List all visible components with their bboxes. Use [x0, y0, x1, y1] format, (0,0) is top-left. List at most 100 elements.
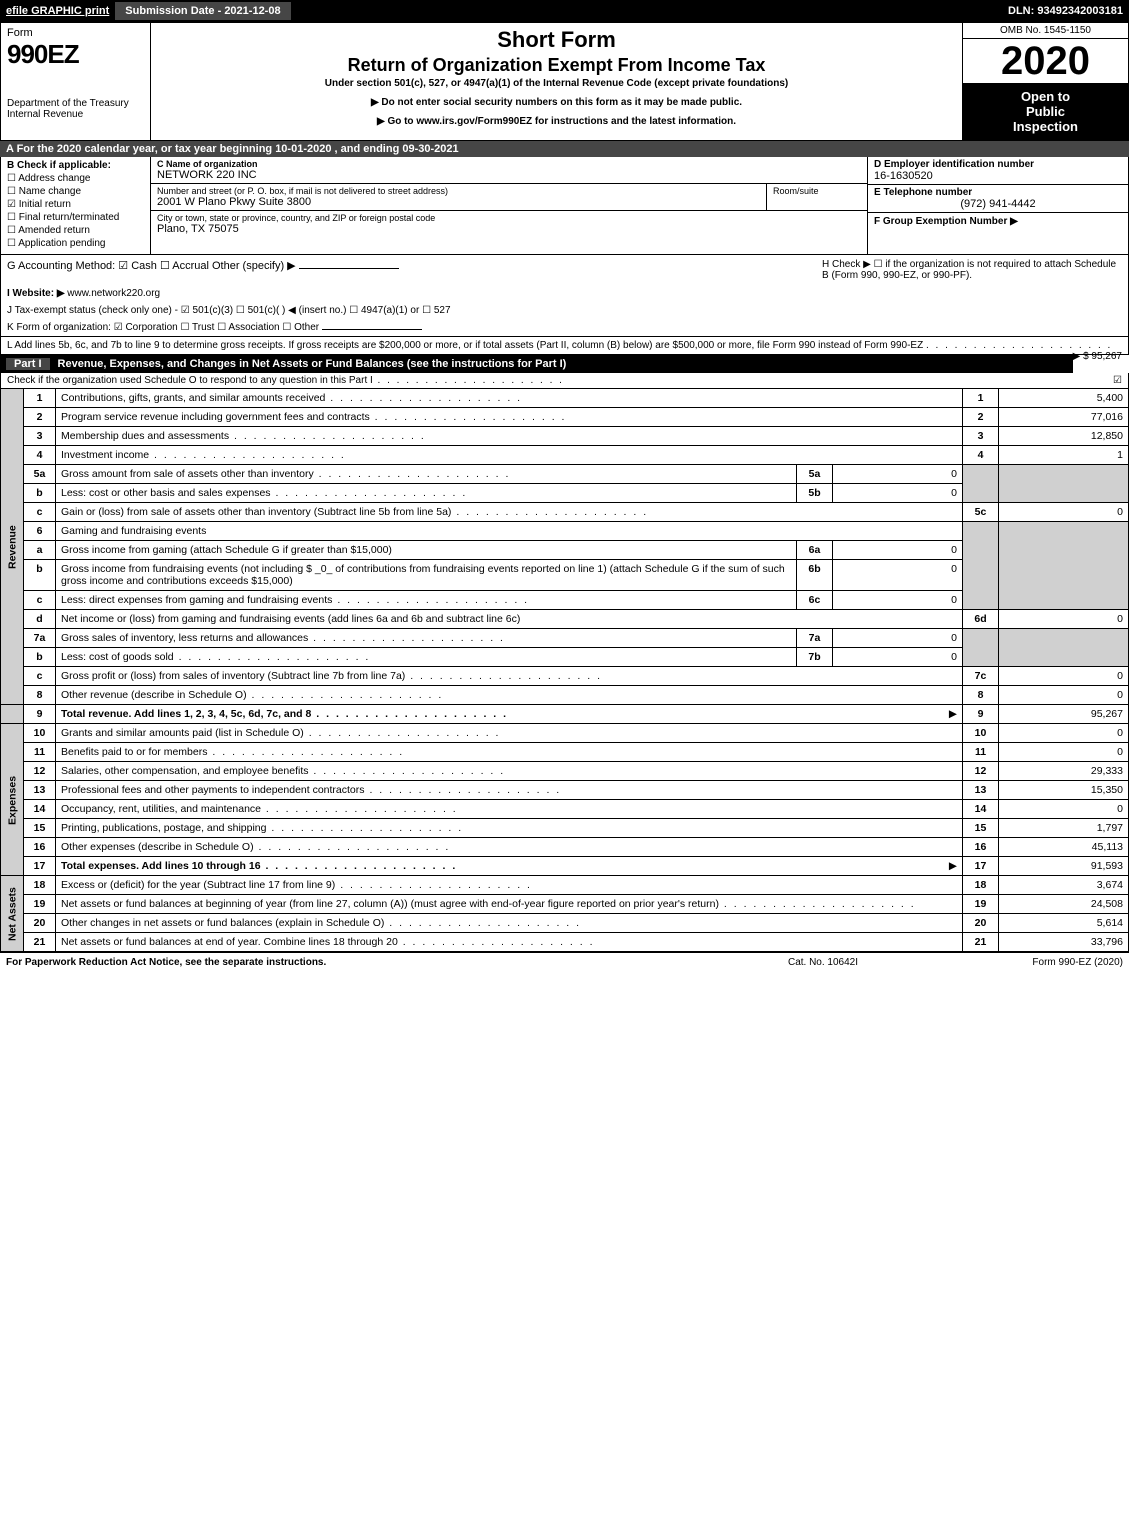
l17-val: 91,593	[999, 857, 1129, 876]
l6b-desc: Gross income from fundraising events (no…	[56, 560, 797, 591]
row-i-website: I Website: ▶ www.network220.org	[0, 285, 1129, 302]
l12-rn: 12	[963, 762, 999, 781]
form-id-block: Form 990EZ Department of the Treasury In…	[1, 23, 151, 140]
l5c-rn: 5c	[963, 503, 999, 522]
open-3: Inspection	[967, 119, 1124, 134]
l4-rn: 4	[963, 446, 999, 465]
dept-line-2: Internal Revenue	[7, 109, 144, 120]
open-1: Open to	[967, 89, 1124, 104]
l5c-val: 0	[999, 503, 1129, 522]
line-13: 13 Professional fees and other payments …	[1, 781, 1129, 800]
omb-number: OMB No. 1545-1150	[963, 23, 1128, 39]
l15-desc: Printing, publications, postage, and shi…	[56, 819, 963, 838]
l5ab-shade-rv	[999, 465, 1129, 503]
row-l-amount: ▶ $ 95,267	[1073, 351, 1122, 362]
l4-num: 4	[24, 446, 56, 465]
l6b-sv: 0	[833, 560, 963, 591]
l7b-desc: Less: cost of goods sold	[56, 648, 797, 667]
line-16: 16 Other expenses (describe in Schedule …	[1, 838, 1129, 857]
l7a-num: 7a	[24, 629, 56, 648]
revenue-side-label: Revenue	[1, 389, 24, 705]
l9-val: 95,267	[999, 705, 1129, 724]
l20-desc: Other changes in net assets or fund bala…	[56, 914, 963, 933]
short-form-title: Short Form	[159, 27, 954, 53]
line-5b: b Less: cost or other basis and sales ex…	[1, 484, 1129, 503]
row-a-tax-year: A For the 2020 calendar year, or tax yea…	[0, 141, 1129, 157]
l17-desc: Total expenses. Add lines 10 through 16	[61, 860, 457, 872]
line-7a: 7a Gross sales of inventory, less return…	[1, 629, 1129, 648]
l17-rn: 17	[963, 857, 999, 876]
efile-link[interactable]: efile GRAPHIC print	[0, 5, 115, 17]
l5b-num: b	[24, 484, 56, 503]
org-city-cell: City or town, state or province, country…	[151, 211, 867, 237]
l1-num: 1	[24, 389, 56, 408]
l13-val: 15,350	[999, 781, 1129, 800]
line-8: 8 Other revenue (describe in Schedule O)…	[1, 686, 1129, 705]
chk-final-return[interactable]: Final return/terminated	[7, 212, 144, 223]
chk-address-change[interactable]: Address change	[7, 173, 144, 184]
line-15: 15 Printing, publications, postage, and …	[1, 819, 1129, 838]
l6c-num: c	[24, 591, 56, 610]
instruction-1: ▶ Do not enter social security numbers o…	[159, 97, 954, 108]
row-l-text: L Add lines 5b, 6c, and 7b to line 9 to …	[7, 340, 923, 351]
part-1-check-text: Check if the organization used Schedule …	[7, 375, 1113, 386]
l4-desc: Investment income	[56, 446, 963, 465]
l5b-sv: 0	[833, 484, 963, 503]
l6c-desc: Less: direct expenses from gaming and fu…	[56, 591, 797, 610]
row-k-other-field[interactable]	[322, 329, 422, 330]
l16-val: 45,113	[999, 838, 1129, 857]
footer-left: For Paperwork Reduction Act Notice, see …	[6, 957, 723, 968]
l8-desc: Other revenue (describe in Schedule O)	[56, 686, 963, 705]
line-2: 2 Program service revenue including gove…	[1, 408, 1129, 427]
website-link[interactable]: www.network220.org	[67, 288, 160, 299]
line-5a: 5a Gross amount from sale of assets othe…	[1, 465, 1129, 484]
form-label: Form	[7, 27, 144, 39]
col-def: D Employer identification number 16-1630…	[868, 157, 1128, 254]
l3-val: 12,850	[999, 427, 1129, 446]
footer-right: Form 990-EZ (2020)	[923, 957, 1123, 968]
expenses-side-label: Expenses	[1, 724, 24, 876]
l13-rn: 13	[963, 781, 999, 800]
l3-rn: 3	[963, 427, 999, 446]
l15-val: 1,797	[999, 819, 1129, 838]
row-g: G Accounting Method: ☑ Cash ☐ Accrual Ot…	[7, 259, 822, 281]
l7a-desc: Gross sales of inventory, less returns a…	[56, 629, 797, 648]
l7ab-shade-rv	[999, 629, 1129, 667]
row-h: H Check ▶ ☐ if the organization is not r…	[822, 259, 1122, 281]
l21-desc: Net assets or fund balances at end of ye…	[56, 933, 963, 952]
line-6a: a Gross income from gaming (attach Sched…	[1, 541, 1129, 560]
chk-amended-return[interactable]: Amended return	[7, 225, 144, 236]
chk-initial-return[interactable]: Initial return	[7, 199, 144, 210]
footer: For Paperwork Reduction Act Notice, see …	[0, 952, 1129, 972]
l5b-sn: 5b	[797, 484, 833, 503]
l6a-sn: 6a	[797, 541, 833, 560]
accounting-other-field[interactable]	[299, 268, 399, 269]
l14-num: 14	[24, 800, 56, 819]
l12-desc: Salaries, other compensation, and employ…	[56, 762, 963, 781]
l9-rn: 9	[963, 705, 999, 724]
l18-rn: 18	[963, 876, 999, 895]
l10-rn: 10	[963, 724, 999, 743]
l14-val: 0	[999, 800, 1129, 819]
col-c-org-info: C Name of organization NETWORK 220 INC N…	[151, 157, 868, 254]
l1-rn: 1	[963, 389, 999, 408]
line-9: 9 Total revenue. Add lines 1, 2, 3, 4, 5…	[1, 705, 1129, 724]
chk-name-change[interactable]: Name change	[7, 186, 144, 197]
row-gh: G Accounting Method: ☑ Cash ☐ Accrual Ot…	[0, 255, 1129, 285]
l9-num: 9	[24, 705, 56, 724]
line-5c: c Gain or (loss) from sale of assets oth…	[1, 503, 1129, 522]
ein-label: D Employer identification number	[874, 159, 1122, 170]
line-7b: b Less: cost of goods sold 7b 0	[1, 648, 1129, 667]
open-public-inspection: Open to Public Inspection	[963, 83, 1128, 140]
l18-val: 3,674	[999, 876, 1129, 895]
l2-num: 2	[24, 408, 56, 427]
line-6d: d Net income or (loss) from gaming and f…	[1, 610, 1129, 629]
chk-application-pending[interactable]: Application pending	[7, 238, 144, 249]
l9-desc: Total revenue. Add lines 1, 2, 3, 4, 5c,…	[61, 708, 508, 720]
website-label: I Website: ▶	[7, 288, 65, 299]
l6-shade-rn	[963, 522, 999, 610]
irs-link[interactable]: www.irs.gov/Form990EZ	[416, 116, 532, 127]
l7c-num: c	[24, 667, 56, 686]
org-city: Plano, TX 75075	[157, 223, 861, 235]
part-1-checkbox[interactable]: ☑	[1113, 375, 1122, 386]
